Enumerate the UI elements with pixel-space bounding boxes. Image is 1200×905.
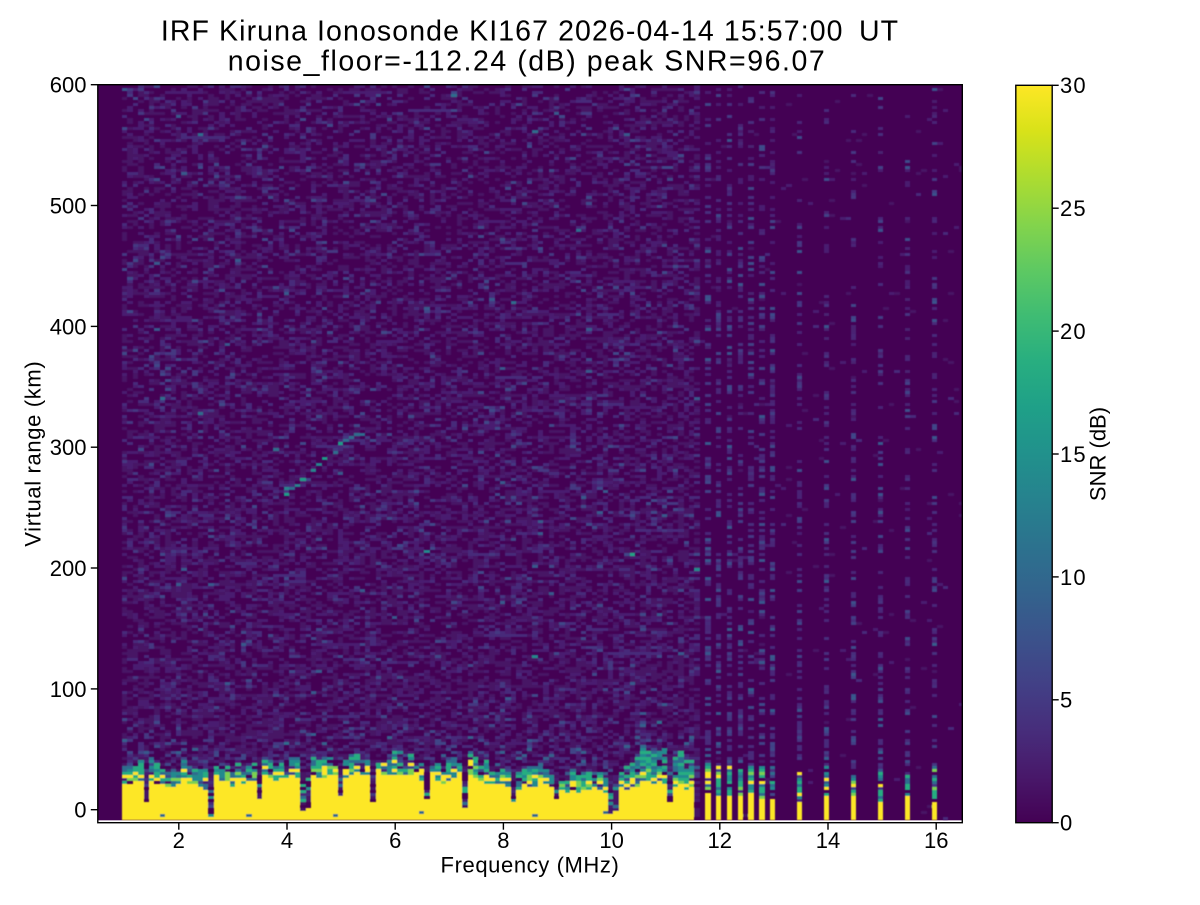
svg-text:600: 600 — [50, 73, 87, 98]
svg-text:30: 30 — [1060, 73, 1087, 98]
svg-text:8: 8 — [497, 828, 509, 853]
svg-text:500: 500 — [50, 193, 87, 218]
svg-text:20: 20 — [1060, 319, 1087, 344]
svg-text:IRF Kiruna Ionosonde KI167 202: IRF Kiruna Ionosonde KI167 2026-04-14 15… — [161, 15, 899, 47]
svg-text:10: 10 — [599, 828, 623, 853]
svg-text:SNR (dB): SNR (dB) — [1086, 407, 1111, 501]
svg-text:4: 4 — [281, 828, 293, 853]
svg-text:0: 0 — [74, 798, 86, 823]
svg-text:400: 400 — [50, 314, 87, 339]
svg-text:Frequency (MHz): Frequency (MHz) — [441, 853, 620, 878]
svg-text:12: 12 — [708, 828, 732, 853]
svg-text:6: 6 — [389, 828, 401, 853]
svg-text:16: 16 — [924, 828, 948, 853]
svg-text:300: 300 — [50, 435, 87, 460]
svg-text:noise_floor=-112.24 (dB) peak: noise_floor=-112.24 (dB) peak SNR=96.07 — [228, 45, 827, 77]
svg-text:2: 2 — [173, 828, 185, 853]
svg-text:100: 100 — [50, 677, 87, 702]
svg-text:0: 0 — [1060, 811, 1073, 836]
svg-text:10: 10 — [1060, 565, 1087, 590]
svg-text:5: 5 — [1060, 688, 1073, 713]
svg-text:15: 15 — [1060, 442, 1087, 467]
svg-text:25: 25 — [1060, 196, 1087, 221]
svg-text:14: 14 — [816, 828, 840, 853]
svg-text:Virtual range (km): Virtual range (km) — [21, 361, 46, 547]
svg-text:200: 200 — [50, 556, 87, 581]
